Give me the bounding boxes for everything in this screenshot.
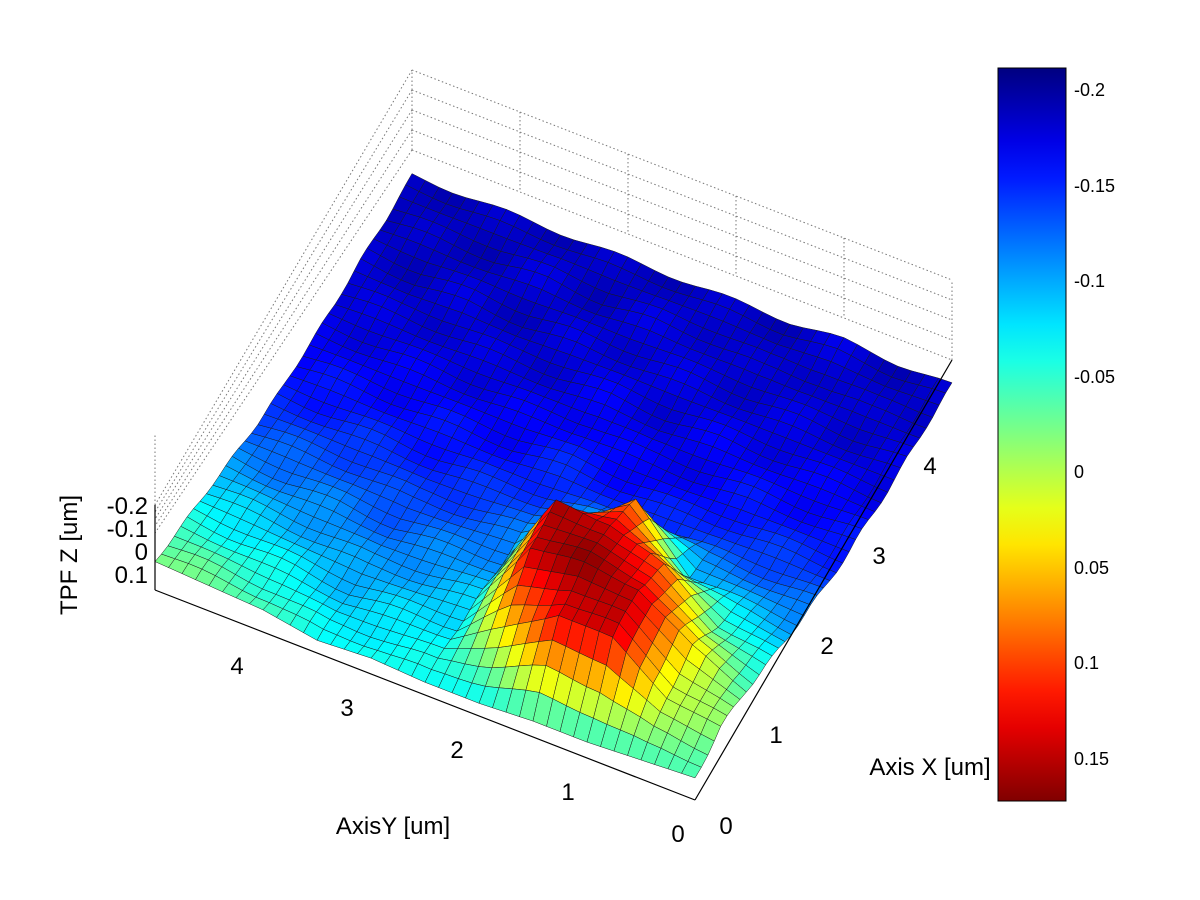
colorbar: -0.2 -0.15 -0.1 -0.05 0 0.05 0.1 0.15: [997, 67, 1115, 802]
box-gridline: [411, 149, 953, 361]
y-tick-label: 4: [230, 653, 243, 680]
x-tick-label: 0: [719, 813, 732, 840]
box-gridline: [154, 149, 413, 534]
x-tick-label: 2: [820, 633, 833, 660]
colorbar-tick-label: -0.05: [1074, 367, 1115, 387]
box-gridline: [154, 109, 413, 520]
box-gridline: [154, 129, 413, 527]
colorbar-tick-label: 0.1: [1074, 653, 1099, 673]
x-axis-line: [694, 359, 953, 801]
x-tick-label: 1: [769, 722, 782, 749]
y-tick-label: 2: [450, 737, 463, 764]
colorbar-tick-label: 0.05: [1074, 558, 1109, 578]
surface-patch: [681, 761, 702, 779]
box-gridline: [411, 109, 953, 321]
x-tick-label: 4: [923, 453, 936, 480]
x-axis-label: Axis X [um]: [869, 754, 990, 781]
colorbar-tick-label: 0: [1074, 462, 1084, 482]
y-tick-label: 1: [561, 779, 574, 806]
colorbar-ticks: -0.2 -0.15 -0.1 -0.05 0 0.05 0.1 0.15: [1074, 80, 1115, 769]
z-axis-ticks: -0.2 -0.1 0 0.1: [107, 493, 148, 589]
y-axis-ticks: 0 1 2 3 4: [230, 653, 684, 848]
box-gridline: [411, 129, 953, 341]
colorbar-tick-label: -0.1: [1074, 271, 1105, 291]
x-tick-label: 3: [872, 543, 885, 570]
z-tick-label: -0.2: [107, 493, 148, 520]
colorbar-gradient: [997, 67, 1067, 802]
axes-box: [154, 69, 953, 534]
y-axis-label: AxisY [um]: [336, 813, 450, 840]
y-axis-line: [154, 589, 696, 801]
z-tick-label: 0: [135, 539, 148, 566]
colorbar-tick-label: 0.15: [1074, 749, 1109, 769]
y-tick-label: 0: [671, 821, 684, 848]
z-tick-label: -0.1: [107, 516, 148, 543]
surface-mesh: [154, 173, 953, 779]
box-gridline: [154, 69, 413, 506]
z-axis-label: TPF Z [um]: [56, 495, 83, 615]
colorbar-tick-label: -0.2: [1074, 80, 1105, 100]
axes-lines: [154, 359, 953, 801]
y-tick-label: 3: [340, 695, 353, 722]
colorbar-tick-label: -0.15: [1074, 176, 1115, 196]
x-axis-ticks: 0 1 2 3 4: [719, 453, 936, 840]
box-gridline: [411, 89, 953, 301]
z-tick-label: 0.1: [115, 562, 148, 589]
box-gridline: [411, 69, 953, 281]
